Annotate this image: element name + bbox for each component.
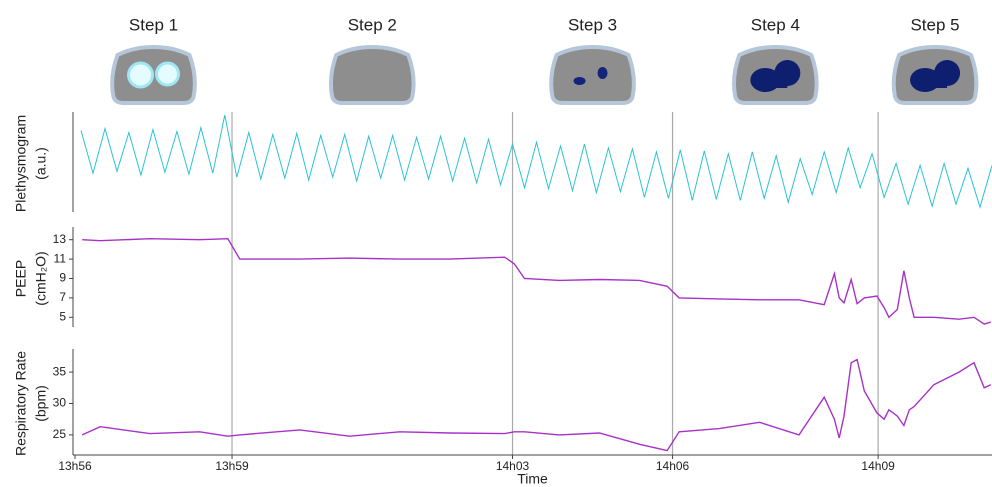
eit-blob [598, 67, 608, 79]
y-axis-label: Respiratory Rate [13, 351, 29, 456]
x-tick-label: 14h06 [656, 459, 690, 473]
chart: Step 1 Step 2 Step 3 Step 4 Step 5 Plethysmog… [0, 0, 992, 487]
y-tick-label: 13 [53, 232, 67, 246]
series-line [82, 360, 991, 451]
y-tick-label: 9 [59, 271, 66, 285]
eit-body [331, 47, 414, 103]
eit-image [551, 47, 634, 103]
eit-blob [925, 72, 947, 88]
step-label: Step 4 [751, 15, 800, 34]
y-axis-label: (a.u.) [33, 147, 49, 180]
step-label: Step 5 [910, 15, 959, 34]
eit-image [894, 47, 977, 103]
eit-image [331, 47, 414, 103]
y-tick-label: 25 [53, 427, 67, 441]
y-tick-label: 5 [59, 309, 66, 323]
y-axis-label: (bpm) [33, 385, 49, 422]
x-tick-label: 13h59 [215, 459, 249, 473]
step-label: Step 1 [129, 15, 178, 34]
eit-blob [765, 72, 787, 88]
eit-image [734, 47, 817, 103]
x-axis-label: Time [517, 471, 548, 487]
y-axis-label: (cmH₂O) [33, 251, 49, 305]
y-tick-label: 35 [53, 364, 67, 378]
eit-body [551, 47, 634, 103]
step-label: Step 3 [568, 15, 617, 34]
y-tick-label: 7 [59, 290, 66, 304]
y-tick-label: 11 [54, 251, 67, 265]
eit-image [112, 47, 195, 103]
eit-blob [574, 77, 586, 85]
step-label: Step 2 [348, 15, 397, 34]
series-line [82, 239, 991, 324]
series-line [81, 115, 992, 207]
x-tick-label: 14h09 [861, 459, 895, 473]
x-tick-label: 13h56 [58, 459, 92, 473]
eit-blob [129, 63, 153, 87]
y-tick-label: 30 [53, 396, 67, 410]
y-axis-label: Plethysmogram [13, 115, 29, 212]
y-axis-label: PEEP [13, 260, 29, 297]
eit-blob [157, 63, 179, 85]
